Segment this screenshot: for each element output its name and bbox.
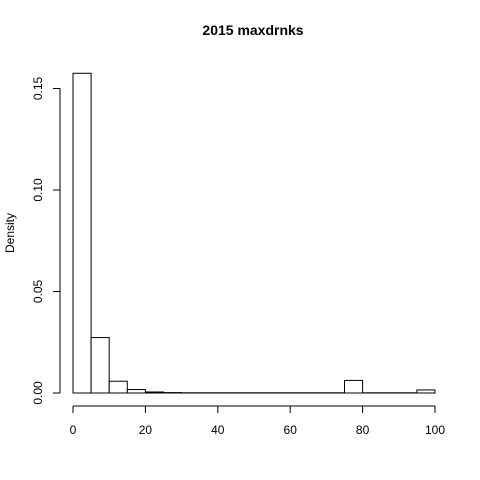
histogram-bar	[126, 389, 146, 394]
histogram-bar	[90, 337, 110, 394]
x-tick-label: 100	[425, 423, 445, 437]
y-axis-label: Density	[3, 213, 17, 253]
y-tick-label: 0.05	[31, 279, 45, 303]
histogram-bar	[144, 391, 164, 394]
chart-title: 2015 maxdrnks	[202, 22, 303, 38]
y-axis: 0.00 0.05 0.10 0.15	[31, 76, 61, 405]
bars-group	[72, 72, 436, 394]
y-tick-label: 0.15	[31, 76, 45, 100]
x-tick-label: 80	[356, 423, 370, 437]
x-tick-label: 20	[139, 423, 153, 437]
y-tick-label: 0.00	[31, 381, 45, 405]
x-axis: 0 20 40 60 80 100	[70, 405, 445, 437]
x-tick-label: 40	[211, 423, 225, 437]
y-tick-label: 0.10	[31, 178, 45, 202]
histogram-bar	[344, 379, 364, 394]
x-tick-label: 60	[284, 423, 298, 437]
histogram-bar	[108, 380, 128, 394]
x-tick-label: 0	[70, 423, 77, 437]
histogram-bar	[72, 72, 92, 394]
histogram-bar	[416, 389, 436, 394]
